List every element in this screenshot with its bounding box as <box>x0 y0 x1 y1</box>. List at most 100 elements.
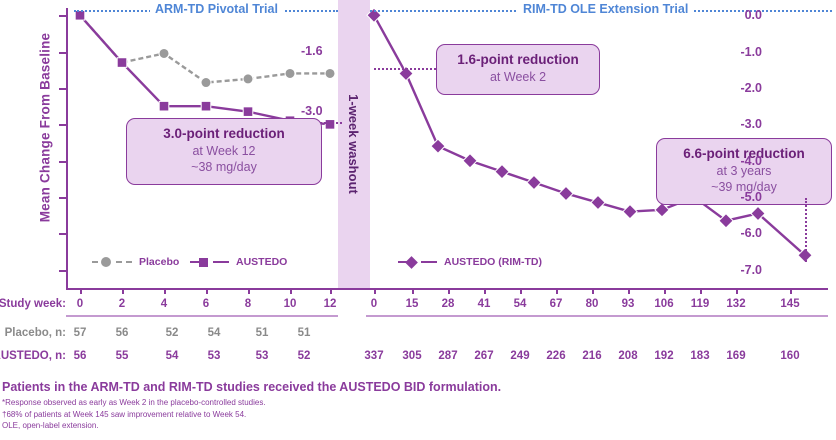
placebo-marker <box>324 67 336 79</box>
y-tick-label: -3.0 <box>740 117 762 132</box>
x-tick <box>448 288 450 294</box>
austedo-cell: 169 <box>726 349 746 362</box>
austedo-cell: 267 <box>474 349 494 362</box>
x-tick <box>330 288 332 294</box>
austedo-rim-marker <box>718 212 734 229</box>
washout-band <box>338 0 370 288</box>
austedo-cell: 249 <box>510 349 530 362</box>
callout-66point-leader <box>805 198 807 262</box>
placebo-marker <box>200 77 212 89</box>
x-tick <box>556 288 558 294</box>
footnotes: Patients in the ARM-TD and RIM-TD studie… <box>2 380 834 432</box>
placebo-row-label: Placebo, n: <box>4 326 66 339</box>
austedo-cell: 216 <box>582 349 602 362</box>
legend-austedo-rim-line2 <box>421 261 437 263</box>
austedo-cell: 183 <box>690 349 710 362</box>
austedo-row-label-wrap: AUSTEDO, n: <box>0 344 66 367</box>
austedo-cell: 208 <box>618 349 638 362</box>
table-row-placebo: Placebo, n: 57 56 52 54 51 51 <box>0 321 836 344</box>
week-cell: 106 <box>654 297 674 310</box>
callout-16point-headline: 1.6-point reduction <box>457 52 579 67</box>
callout-16point: 1.6-point reduction at Week 2 <box>436 44 600 96</box>
x-tick <box>206 288 208 294</box>
legend-placebo-line2 <box>116 261 132 263</box>
austedo-cell: 52 <box>297 349 311 362</box>
austedo-cell: 305 <box>402 349 422 362</box>
austedo-rim-marker <box>494 163 510 180</box>
x-tick <box>290 288 292 294</box>
legend-austedo-marker-icon <box>199 257 208 267</box>
left-trial-name: ARM-TD Pivotal Trial <box>150 2 283 16</box>
callout-3point-headline: 3.0-point reduction <box>163 126 285 141</box>
austedo-rim-marker <box>654 202 670 218</box>
counts-table: Study week: 0 2 4 6 8 10 12 0 15 28 41 54 67 80 93 106 1… <box>0 292 836 367</box>
y-tick <box>59 269 66 272</box>
x-tick <box>484 288 486 294</box>
austedo-marker <box>242 106 254 117</box>
legend-austedo: AUSTEDO <box>190 256 287 268</box>
x-tick <box>592 288 594 294</box>
austedo-marker <box>200 100 212 112</box>
x-tick <box>374 288 376 294</box>
y-axis-line <box>66 8 68 290</box>
week-cell: 132 <box>726 297 746 310</box>
austedo-row-label: AUSTEDO, n: <box>0 349 66 362</box>
x-tick <box>736 288 738 294</box>
legend-placebo-line <box>92 261 108 263</box>
x-tick <box>248 288 250 294</box>
y-tick <box>59 15 66 18</box>
y-axis-title: Mean Change From Baseline <box>37 32 53 223</box>
austedo-rim-marker <box>462 152 478 169</box>
austedo-cell: 226 <box>546 349 566 362</box>
legend-placebo-label: Placebo <box>139 256 180 268</box>
placebo-cell: 51 <box>297 326 311 339</box>
x-tick <box>412 288 414 294</box>
week-row-label-wrap: Study week: <box>0 292 66 315</box>
placebo-cell: 52 <box>165 326 179 339</box>
week-cell: 80 <box>585 297 599 310</box>
y-tick-label: 0.0 <box>744 8 762 23</box>
y-tick-label: -5.0 <box>740 190 762 205</box>
placebo-cell: 51 <box>255 326 269 339</box>
right-panel-separator <box>366 315 828 317</box>
austedo-rim-marker <box>750 205 766 222</box>
austedo-endpoint-label: -3.0 <box>301 104 323 118</box>
austedo-rim-marker <box>558 185 574 202</box>
x-tick <box>790 288 792 294</box>
placebo-cell: 54 <box>207 326 221 339</box>
austedo-cell: 53 <box>255 349 269 362</box>
week-cell: 119 <box>690 297 710 310</box>
austedo-cell: 56 <box>73 349 87 362</box>
austedo-rim-marker <box>430 138 446 154</box>
week-cell: 2 <box>118 297 126 310</box>
week-cell: 10 <box>283 297 297 310</box>
x-axis-line <box>66 288 828 290</box>
austedo-cell: 54 <box>165 349 179 362</box>
x-tick <box>80 288 82 294</box>
y-tick <box>59 233 66 236</box>
callout-16point-line2: at Week 2 <box>489 69 547 84</box>
right-trial-name: RIM-TD OLE Extension Trial <box>518 2 694 16</box>
callout-3point-line2: at Week 12 <box>192 143 256 158</box>
austedo-cell: 55 <box>115 349 129 362</box>
y-tick-label: -7.0 <box>740 262 762 277</box>
placebo-row-label-wrap: Placebo, n: <box>0 321 66 344</box>
placebo-cell: 57 <box>73 326 87 339</box>
placebo-marker <box>242 73 254 85</box>
week-cell: 145 <box>780 297 800 310</box>
footnote-1: *Response observed as early as Week 2 in… <box>2 398 266 407</box>
austedo-marker <box>158 100 170 112</box>
week-cell: 67 <box>549 297 563 310</box>
austedo-rim-marker <box>622 203 638 220</box>
austedo-cell: 160 <box>780 349 800 362</box>
y-tick-label: -4.0 <box>740 153 762 168</box>
left-panel-separator <box>66 315 338 317</box>
legend-austedo-line <box>190 261 206 263</box>
week-cell: 15 <box>405 297 419 310</box>
x-tick <box>520 288 522 294</box>
callout-66point: 6.6-point reduction at 3 years ~39 mg/da… <box>656 138 832 206</box>
austedo-cell: 53 <box>207 349 221 362</box>
placebo-endpoint-label: -1.6 <box>301 44 323 58</box>
x-tick <box>664 288 666 294</box>
